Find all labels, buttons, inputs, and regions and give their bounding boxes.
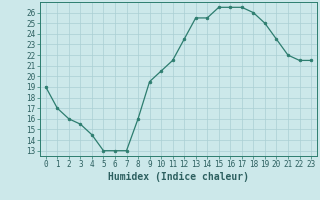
X-axis label: Humidex (Indice chaleur): Humidex (Indice chaleur) [108, 172, 249, 182]
